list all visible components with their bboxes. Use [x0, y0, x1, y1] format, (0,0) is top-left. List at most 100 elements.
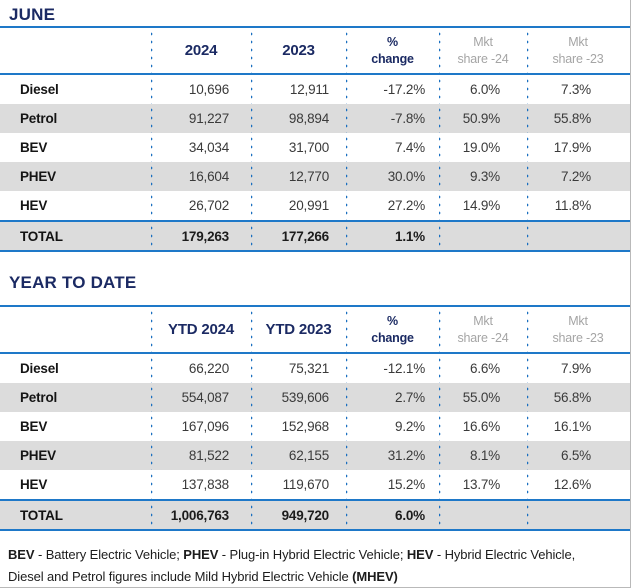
row-label: PHEV: [20, 169, 56, 184]
cell-mkt-share-24: [439, 222, 527, 250]
header-mkt-share-24: Mkt share -24: [439, 28, 527, 73]
row-label: BEV: [20, 419, 48, 434]
cell-2023: 12,911: [251, 75, 346, 104]
cell-2023: 177,266: [251, 222, 346, 250]
cell-pct-change: -17.2%: [346, 75, 439, 104]
table-row-petrol: Petrol 91,227 98,894 -7.8% 50.9% 55.8%: [0, 104, 630, 133]
divider-line: [0, 26, 630, 28]
cell-ytd-2023: 539,606: [251, 383, 346, 412]
divider-line: [0, 499, 630, 501]
cell-mkt-share-24: 13.7%: [439, 470, 527, 499]
cell-pct-change: 2.7%: [346, 383, 439, 412]
cell-ytd-2023: 62,155: [251, 441, 346, 470]
cell-2023: 98,894: [251, 104, 346, 133]
footnote: BEV - Battery Electric Vehicle; PHEV - P…: [0, 531, 630, 587]
cell-2024: 179,263: [151, 222, 251, 250]
cell-2023: 31,700: [251, 133, 346, 162]
table-row-phev: PHEV 81,522 62,155 31.2% 8.1% 6.5%: [0, 441, 630, 470]
row-label: Petrol: [20, 111, 58, 126]
header-pct-change: % change: [346, 307, 439, 352]
row-label: HEV: [20, 198, 48, 213]
cell-mkt-share-23: [527, 222, 629, 250]
table-row-petrol: Petrol 554,087 539,606 2.7% 55.0% 56.8%: [0, 383, 630, 412]
header-mkt-share-23: Mkt share -23: [527, 307, 629, 352]
cell-ytd-2024: 1,006,763: [151, 501, 251, 529]
row-label: Petrol: [20, 390, 58, 405]
cell-mkt-share-23: 12.6%: [527, 470, 629, 499]
footnote-text: - Hybrid Electric Vehicle,: [433, 547, 576, 562]
cell-ytd-2023: 152,968: [251, 412, 346, 441]
table-row-hev: HEV 26,702 20,991 27.2% 14.9% 11.8%: [0, 191, 630, 220]
row-label: PHEV: [20, 448, 56, 463]
cell-pct-change: 1.1%: [346, 222, 439, 250]
cell-mkt-share-23: [527, 501, 629, 529]
table-row-diesel: Diesel 10,696 12,911 -17.2% 6.0% 7.3%: [0, 75, 630, 104]
cell-pct-change: 15.2%: [346, 470, 439, 499]
cell-mkt-share-23: 7.3%: [527, 75, 629, 104]
cell-mkt-share-24: 6.6%: [439, 354, 527, 383]
cell-mkt-share-23: 6.5%: [527, 441, 629, 470]
table-row-total: TOTAL 1,006,763 949,720 6.0%: [0, 501, 630, 529]
cell-mkt-share-23: 7.2%: [527, 162, 629, 191]
ytd-section: YEAR TO DATE YTD 2024 YTD 2023 % change …: [0, 252, 630, 531]
cell-mkt-share-23: 16.1%: [527, 412, 629, 441]
header-2024: 2024: [151, 28, 251, 73]
divider-line: [0, 352, 630, 354]
cell-pct-change: 9.2%: [346, 412, 439, 441]
cell-2023: 12,770: [251, 162, 346, 191]
cell-mkt-share-24: 50.9%: [439, 104, 527, 133]
table-row-bev: BEV 34,034 31,700 7.4% 19.0% 17.9%: [0, 133, 630, 162]
header-mkt-share-24: Mkt share -24: [439, 307, 527, 352]
header-blank: [0, 307, 151, 352]
footnote-line-1: BEV - Battery Electric Vehicle; PHEV - P…: [8, 544, 620, 566]
cell-pct-change: 30.0%: [346, 162, 439, 191]
june-section: JUNE 2024 2023 % change Mkt share -24 Mk…: [0, 0, 630, 252]
cell-2023: 20,991: [251, 191, 346, 220]
cell-mkt-share-24: 8.1%: [439, 441, 527, 470]
cell-2024: 91,227: [151, 104, 251, 133]
june-title: JUNE: [9, 5, 56, 24]
header-ytd-2024: YTD 2024: [151, 307, 251, 352]
cell-ytd-2024: 137,838: [151, 470, 251, 499]
footnote-term-hev: HEV: [406, 547, 434, 562]
row-label: Diesel: [20, 361, 59, 376]
cell-2024: 16,604: [151, 162, 251, 191]
table-row-total: TOTAL 179,263 177,266 1.1%: [0, 222, 630, 250]
cell-mkt-share-23: 55.8%: [527, 104, 629, 133]
cell-ytd-2024: 66,220: [151, 354, 251, 383]
cell-ytd-2023: 119,670: [251, 470, 346, 499]
cell-ytd-2023: 75,321: [251, 354, 346, 383]
row-label: BEV: [20, 140, 48, 155]
cell-mkt-share-23: 56.8%: [527, 383, 629, 412]
cell-2024: 26,702: [151, 191, 251, 220]
header-pct-change: % change: [346, 28, 439, 73]
cell-pct-change: 31.2%: [346, 441, 439, 470]
header-blank: [0, 28, 151, 73]
cell-mkt-share-23: 7.9%: [527, 354, 629, 383]
cell-mkt-share-24: 16.6%: [439, 412, 527, 441]
cell-ytd-2024: 81,522: [151, 441, 251, 470]
row-label: TOTAL: [20, 228, 63, 244]
cell-2024: 10,696: [151, 75, 251, 104]
cell-mkt-share-23: 17.9%: [527, 133, 629, 162]
footnote-text: - Plug-in Hybrid Electric Vehicle;: [218, 547, 407, 562]
footnote-term-mhev: (MHEV): [352, 569, 398, 584]
cell-pct-change: 7.4%: [346, 133, 439, 162]
ytd-title: YEAR TO DATE: [9, 273, 137, 292]
table-row-bev: BEV 167,096 152,968 9.2% 16.6% 16.1%: [0, 412, 630, 441]
cell-mkt-share-24: [439, 501, 527, 529]
footnote-text: Diesel and Petrol figures include Mild H…: [8, 569, 353, 584]
cell-pct-change: -7.8%: [346, 104, 439, 133]
footnote-text: - Battery Electric Vehicle;: [34, 547, 184, 562]
divider-line: [0, 529, 630, 531]
cell-mkt-share-24: 9.3%: [439, 162, 527, 191]
row-label: TOTAL: [20, 507, 63, 523]
row-label: HEV: [20, 477, 48, 492]
header-ytd-2023: YTD 2023: [251, 307, 346, 352]
cell-mkt-share-24: 6.0%: [439, 75, 527, 104]
cell-pct-change: 27.2%: [346, 191, 439, 220]
cell-mkt-share-24: 14.9%: [439, 191, 527, 220]
footnote-term-bev: BEV: [8, 547, 35, 562]
cell-mkt-share-23: 11.8%: [527, 191, 629, 220]
